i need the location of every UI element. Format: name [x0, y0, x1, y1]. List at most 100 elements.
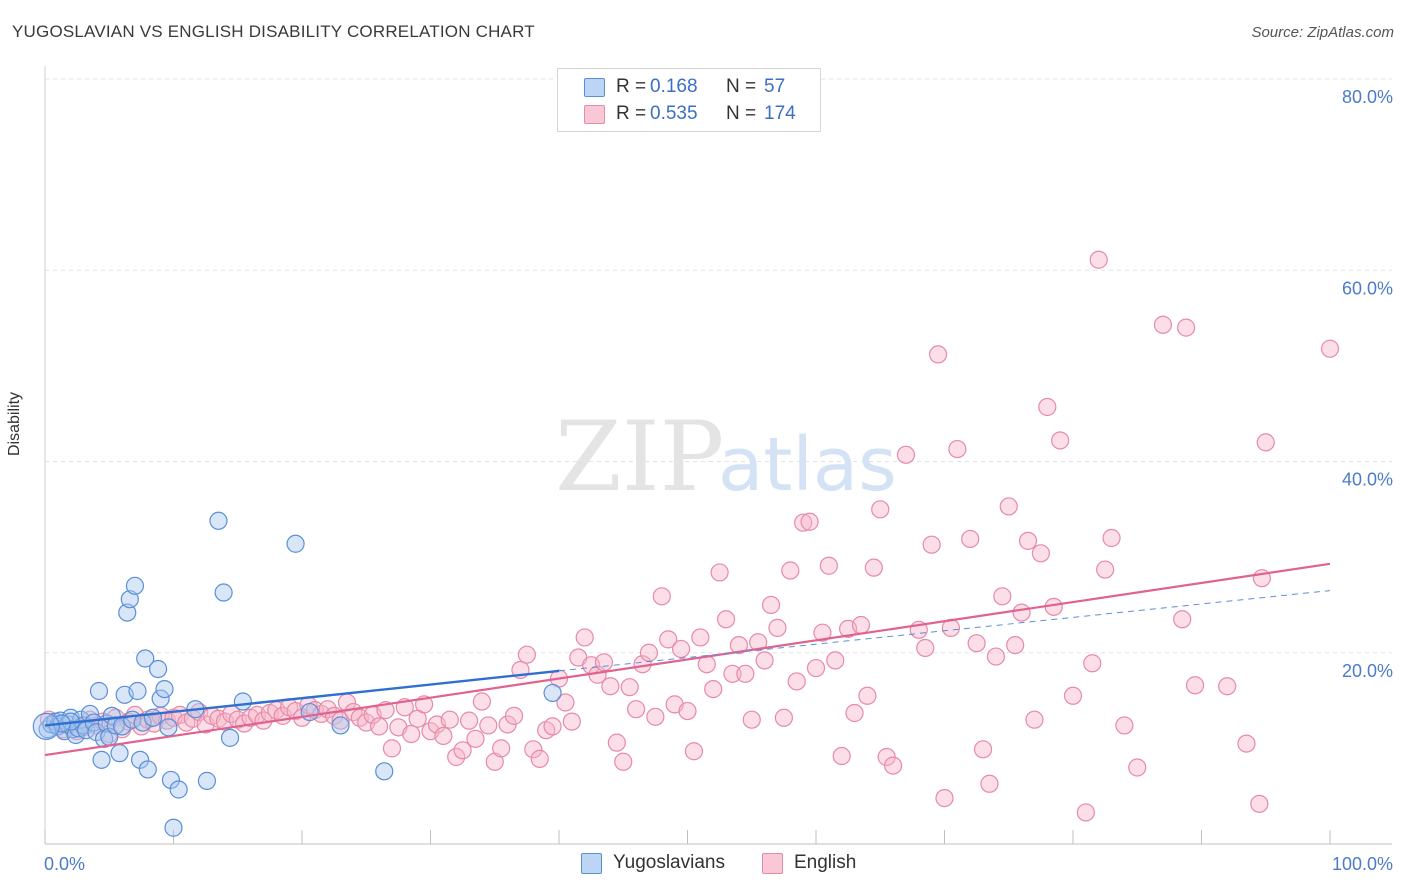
yugoslavian-point [148, 659, 168, 679]
legend-n-label: N = [726, 103, 757, 124]
english-point [922, 535, 941, 554]
english-point [980, 774, 999, 793]
english-point [1256, 433, 1275, 452]
english-point [729, 635, 749, 655]
english-point [716, 610, 736, 629]
english-point [562, 712, 581, 731]
english-point [755, 651, 774, 670]
english-point [768, 618, 787, 637]
english-point [883, 756, 903, 775]
bottom-swatch-blue [581, 853, 602, 874]
english-point [999, 497, 1018, 516]
english-point [800, 512, 819, 531]
yugoslavian-point [118, 603, 137, 622]
english-point [1018, 531, 1038, 550]
english-point [530, 749, 549, 768]
english-point [749, 633, 768, 652]
legend-n-label: N = [726, 76, 757, 97]
english-point [684, 742, 704, 761]
legend-r-label: R = [616, 76, 647, 97]
yugoslavian-trend-line [44, 669, 560, 727]
english-point [1089, 250, 1108, 269]
english-point [524, 740, 543, 759]
english-point [736, 664, 755, 683]
yugoslavian-trend-extension [558, 590, 1331, 672]
english-point [967, 634, 986, 653]
english-point [671, 639, 691, 659]
english-point [1063, 686, 1083, 705]
english-point [1128, 758, 1147, 777]
yugoslavian-point [80, 704, 100, 724]
english-point [614, 752, 633, 771]
english-point [434, 726, 453, 746]
yugoslavian-point [155, 679, 174, 699]
english-point [639, 643, 659, 662]
x-tick-label: 0.0% [44, 854, 85, 874]
y-tick-labels: 20.0% 40.0% 60.0% 80.0% [1342, 87, 1393, 681]
english-point [1115, 716, 1134, 735]
english-point [402, 724, 421, 744]
english-point [1006, 635, 1025, 655]
yugoslavian-point [110, 744, 129, 763]
english-point [973, 740, 993, 759]
english-point [1153, 315, 1173, 334]
yugoslavian-point [300, 702, 319, 722]
english-point [1076, 803, 1095, 822]
y-tick-label: 60.0% [1342, 278, 1393, 298]
legend-r-value: 0.535 [650, 103, 698, 124]
english-point [896, 445, 916, 464]
yugoslavian-point [233, 692, 252, 711]
english-point [1051, 431, 1070, 450]
yugoslavian-point [286, 534, 305, 553]
trend-lines [44, 562, 1331, 757]
english-point [806, 658, 826, 678]
english-point [601, 677, 620, 696]
yugoslavian-point [92, 750, 111, 769]
yugoslavian-points [32, 511, 562, 837]
yugoslavian-point [120, 590, 139, 609]
watermark: ZIP atlas [555, 401, 897, 513]
yugoslavian-point [136, 649, 155, 668]
yugoslavian-point [375, 762, 394, 781]
english-point [710, 563, 729, 582]
english-point [916, 638, 935, 658]
english-point [851, 615, 871, 635]
yugoslavian-point [128, 681, 147, 701]
english-point [1176, 318, 1196, 337]
english-point [1237, 734, 1256, 753]
english-point [723, 664, 742, 683]
english-point [1185, 676, 1205, 695]
yugoslavian-point [89, 681, 109, 701]
yugoslavian-point [138, 760, 157, 779]
axes [44, 66, 1392, 845]
english-point [787, 672, 806, 691]
legend-swatch-blue [584, 78, 605, 97]
english-trend-line [44, 562, 1331, 757]
source-label: Source: ZipAtlas.com [1251, 24, 1394, 41]
english-point [620, 678, 639, 697]
english-point [517, 645, 536, 664]
yugoslavian-point [151, 689, 170, 708]
gridlines [45, 78, 1392, 654]
yugoslavian-point [143, 708, 163, 727]
y-tick-label: 80.0% [1342, 87, 1393, 107]
yugoslavian-point [331, 716, 350, 735]
legend-n-value: 57 [764, 76, 786, 97]
english-point [646, 707, 665, 726]
english-point [1320, 339, 1340, 358]
yugoslavian-point [159, 718, 178, 737]
legend-swatch-pink [584, 105, 605, 124]
english-point [1250, 794, 1269, 813]
bottom-swatch-pink [762, 853, 783, 874]
english-point [986, 647, 1006, 666]
legend-n-value: 174 [764, 103, 796, 124]
english-point [607, 733, 626, 752]
x-tick-labels: 0.0% 100.0% [44, 854, 1393, 874]
yugoslavian-point [543, 683, 562, 703]
english-point [1031, 544, 1050, 563]
stats-legend: R = 0.168 N = 57 R = 0.535 N = 174 [557, 68, 821, 132]
english-point [813, 623, 832, 642]
legend-r-label: R = [616, 103, 647, 124]
english-point [370, 717, 389, 736]
